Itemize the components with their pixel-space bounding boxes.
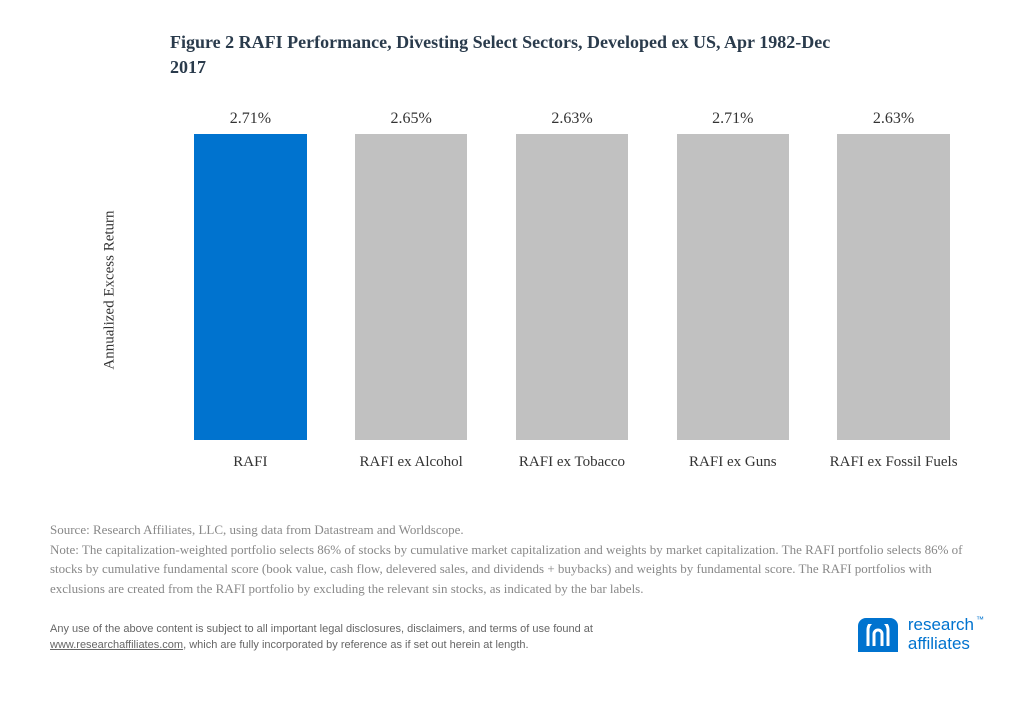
bar-value-label: 2.71% [712, 110, 753, 128]
bar-wrap: 2.65% [331, 110, 492, 440]
chart-title: Figure 2 RAFI Performance, Divesting Sel… [170, 30, 870, 80]
brand-logo: research affiliates ™ [858, 616, 974, 653]
x-axis-label: RAFI ex Fossil Fuels [813, 445, 974, 490]
bar [355, 134, 468, 440]
y-axis-label: Annualized Excess Return [102, 211, 119, 370]
legal-prefix: Any use of the above content is subject … [50, 623, 593, 635]
bar-group: 2.65% [331, 110, 492, 440]
source-note: Source: Research Affiliates, LLC, using … [50, 520, 974, 598]
bar [194, 134, 307, 440]
bar-group: 2.71% [170, 110, 331, 440]
bar-group: 2.71% [652, 110, 813, 440]
bar-group: 2.63% [813, 110, 974, 440]
bar-value-label: 2.63% [873, 110, 914, 128]
x-axis-label: RAFI [170, 445, 331, 490]
logo-line1: research [908, 616, 974, 635]
x-axis-label: RAFI ex Alcohol [331, 445, 492, 490]
bar-wrap: 2.71% [652, 110, 813, 440]
bar-wrap: 2.63% [492, 110, 653, 440]
bar-value-label: 2.65% [391, 110, 432, 128]
bar-group: 2.63% [492, 110, 653, 440]
logo-tm-icon: ™ [976, 616, 984, 625]
bar-value-label: 2.63% [551, 110, 592, 128]
x-axis-label: RAFI ex Guns [652, 445, 813, 490]
logo-icon [858, 618, 898, 652]
legal-link[interactable]: www.researchaffiliates.com [50, 639, 183, 651]
legal-text: Any use of the above content is subject … [50, 621, 700, 654]
bar [677, 134, 790, 440]
legal-suffix: , which are fully incorporated by refere… [183, 639, 528, 651]
footer-row: Any use of the above content is subject … [50, 616, 974, 653]
logo-line2: affiliates [908, 635, 974, 654]
bar-value-label: 2.71% [230, 110, 271, 128]
logo-text: research affiliates ™ [908, 616, 974, 653]
bar [837, 134, 950, 440]
bars-container: 2.71% 2.65% 2.63% 2.71% 2.63% [170, 110, 974, 440]
bar [516, 134, 629, 440]
bar-wrap: 2.63% [813, 110, 974, 440]
bar-wrap: 2.71% [170, 110, 331, 440]
chart-area: Annualized Excess Return 2.71%2.65%2.63%… [120, 90, 974, 490]
x-axis-labels: RAFIRAFI ex AlcoholRAFI ex TobaccoRAFI e… [170, 445, 974, 490]
x-axis-label: RAFI ex Tobacco [492, 445, 653, 490]
